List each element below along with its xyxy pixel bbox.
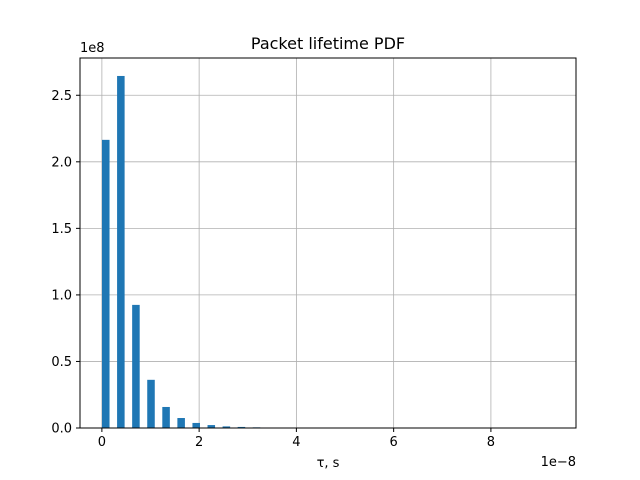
x-tick-label: 0 — [98, 435, 106, 450]
x-tick-label: 6 — [390, 435, 398, 450]
y-tick-label: 0.0 — [51, 422, 72, 437]
x-tick-label: 8 — [487, 435, 495, 450]
histogram-bar — [102, 139, 110, 428]
chart-title: Packet lifetime PDF — [251, 34, 405, 53]
y-tick-label: 2.0 — [51, 155, 72, 170]
x-axis-label: τ, s — [317, 456, 340, 471]
histogram-bar — [147, 379, 155, 428]
histogram-bar — [207, 425, 216, 428]
y-tick-label: 1.0 — [51, 288, 72, 303]
histogram-bar — [237, 426, 246, 428]
y-axis-offset-label: 1e8 — [80, 41, 105, 56]
y-tick-label: 0.5 — [51, 355, 72, 370]
histogram-bar — [162, 406, 170, 428]
bars — [102, 75, 547, 429]
x-ticks: 0 2 4 6 8 — [98, 428, 495, 450]
axes-frame — [79, 57, 577, 429]
y-tick-label: 1.5 — [51, 222, 72, 237]
x-tick-label: 2 — [195, 435, 203, 450]
histogram-bar — [132, 304, 140, 428]
y-ticks: 0.0 0.5 1.0 1.5 2.0 2.5 — [51, 89, 80, 437]
histogram-bar — [117, 75, 125, 429]
grid-lines — [80, 58, 576, 429]
x-tick-label: 4 — [292, 435, 300, 450]
y-tick-label: 2.5 — [51, 89, 72, 104]
histogram-bar — [222, 426, 231, 428]
histogram-bar — [177, 418, 185, 428]
histogram-bar — [192, 422, 200, 428]
x-axis-offset-label: 1e−8 — [541, 455, 576, 470]
